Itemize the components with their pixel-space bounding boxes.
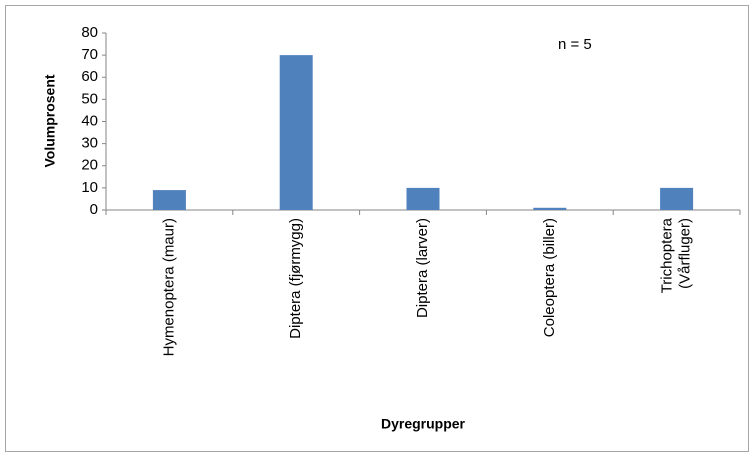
y-tick-label: 50 <box>81 90 98 107</box>
y-tick-label: 30 <box>81 135 98 152</box>
y-tick-label: 80 <box>81 24 98 41</box>
bar <box>279 55 313 210</box>
x-tick-label: Trichoptera(Vårfluger) <box>659 217 694 293</box>
annotation: n = 5 <box>558 36 592 53</box>
x-axis-label: Dyregrupper <box>381 416 466 432</box>
bar <box>152 190 186 210</box>
x-tick-label: Diptera (larver) <box>414 218 431 318</box>
chart-border <box>5 5 749 452</box>
y-axis-label: Volumprosent <box>42 74 58 167</box>
y-tick-label: 40 <box>81 112 98 129</box>
y-tick-label: 70 <box>81 46 98 63</box>
bar <box>533 207 567 210</box>
bar <box>406 187 440 210</box>
x-tick-label: Coleoptera (biller) <box>541 218 558 337</box>
x-tick-label: Hymenoptera (maur) <box>160 218 177 356</box>
y-tick-label: 10 <box>81 179 98 196</box>
bar <box>660 187 694 210</box>
y-tick-label: 20 <box>81 157 98 174</box>
y-tick-label: 60 <box>81 68 98 85</box>
y-tick-label: 0 <box>90 201 98 218</box>
x-tick-label: Diptera (fjørmygg) <box>287 218 304 339</box>
